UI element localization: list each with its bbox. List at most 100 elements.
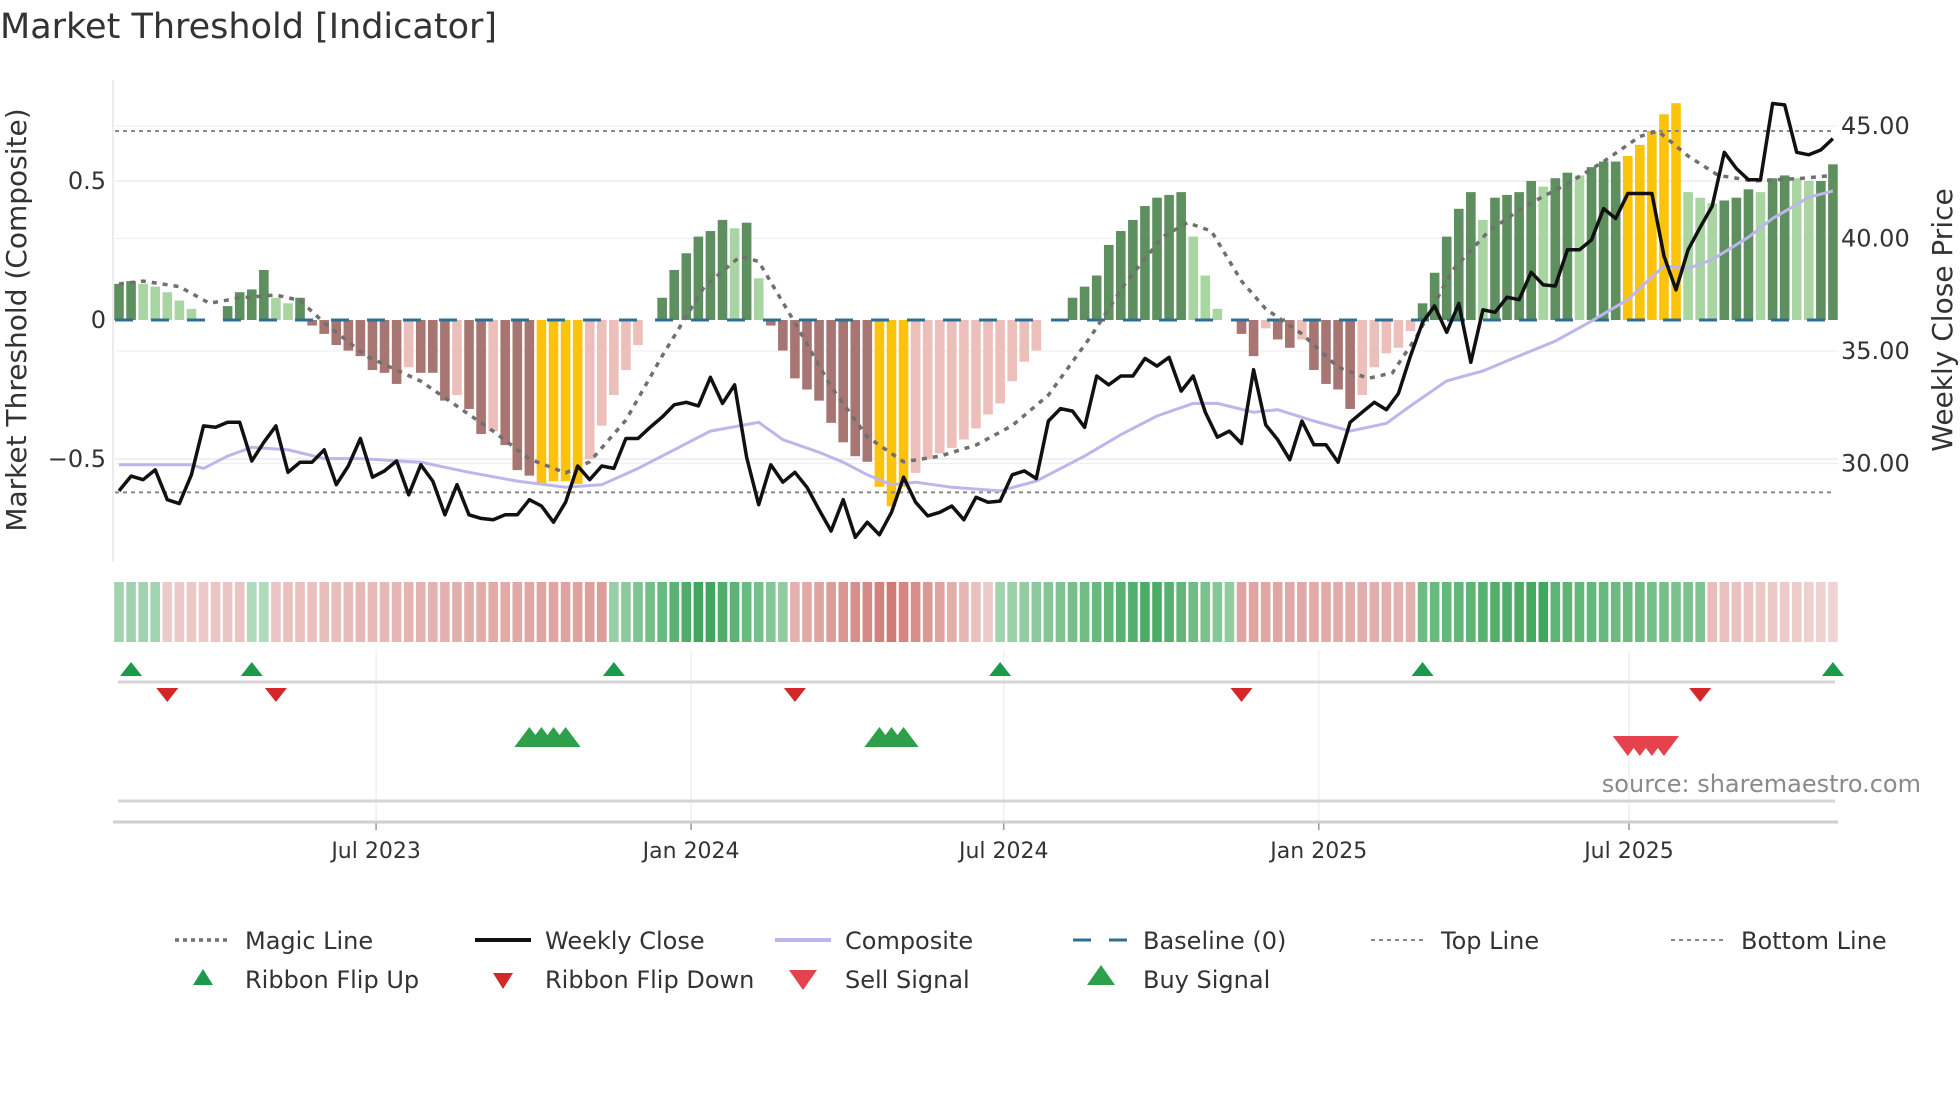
ribbon-cell [862,582,873,642]
ribbon-cell [295,582,305,642]
composite-bar [669,269,680,320]
legend-item-close: Weekly Close [475,927,705,955]
left-axis-label: Market Threshold (Composite) [0,108,33,531]
x-tick-label: Jul 2023 [329,839,421,864]
legend-label: Top Line [1440,927,1539,955]
composite-bar [886,320,897,507]
ribbon-cell [717,582,728,642]
ribbon-cell [464,582,474,642]
ribbon-cell [1067,582,1078,642]
ribbon-flip-down-marker [783,688,806,702]
ribbon-cell [1019,582,1030,642]
composite-bar [307,320,317,326]
composite-bar [1079,286,1090,320]
composite-bar [790,320,800,379]
composite-bar [234,292,245,320]
composite-bar [1707,203,1718,320]
source-text: source: sharemaestro.com [1602,770,1921,798]
ribbon-cell [1152,582,1162,642]
composite-bar [862,320,873,462]
ribbon-flip-up-marker [1821,662,1844,676]
composite-bar [379,320,390,373]
composite-bar [778,320,788,351]
ribbon-flip-up-marker [989,662,1012,676]
right-tick-label: 40.00 [1841,225,1910,253]
composite-bar [1538,186,1549,320]
ribbon-cell [343,582,354,642]
composite-bar [1586,167,1597,320]
x-tick-label: Jul 2025 [1582,839,1674,864]
composite-bar [476,320,486,434]
ribbon-cell [1055,582,1066,642]
ribbon-cell [126,582,136,642]
ribbon-cell [379,582,390,642]
ribbon-cell [1441,582,1452,642]
composite-bar [1309,320,1319,371]
ribbon-cell [1647,582,1657,642]
composite-bar [1164,194,1174,320]
composite-bar [609,320,619,396]
ribbon-cell [1188,582,1199,642]
composite-bar [1478,219,1488,320]
ribbon-cell [826,582,836,642]
composite-bar [765,320,776,326]
ribbon-cell [1272,582,1283,642]
triangle-down-icon [493,973,513,989]
composite-bar [1417,303,1428,320]
composite-bar [1103,244,1114,320]
composite-bar [367,320,378,371]
composite-bar [295,297,305,320]
ribbon-cell [1381,582,1392,642]
ribbon-cell [560,582,571,642]
ribbon-cell [1526,582,1536,642]
ribbon-cell [1345,582,1355,642]
right-axis-label: Weekly Close Price [1926,188,1959,451]
composite-bar [584,320,595,459]
ribbon-cell [1490,582,1500,642]
composite-bar [283,303,293,320]
ribbon-cell [874,582,885,642]
ribbon-cell [1779,582,1790,642]
composite-bar [1526,181,1536,320]
composite-bar [403,320,414,368]
legend-item-bottom: Bottom Line [1671,927,1887,955]
composite-bar [850,320,861,457]
composite-bar [1695,197,1705,320]
ribbon-cell [1828,582,1838,642]
ribbon-cell [657,582,667,642]
composite-bar [1369,320,1380,368]
legend-item-top: Top Line [1371,927,1539,955]
ribbon-cell [584,582,595,642]
composite-bar [1671,103,1681,320]
ribbon-flip-down-marker [264,688,287,702]
triangle-down-icon [789,970,817,990]
composite-bar [995,320,1005,404]
composite-bar [983,320,993,415]
ribbon-cell [367,582,378,642]
ribbon-cell [246,582,257,642]
composite-bar [1152,197,1162,320]
ribbon-flip-up-marker [602,662,625,676]
composite-bar [1755,192,1766,320]
composite-bar [1333,320,1343,390]
composite-bar [1659,114,1669,320]
ribbon-cell [1622,582,1633,642]
composite-bar [319,320,329,334]
ribbon-strip [114,582,1838,642]
ribbon-cell [693,582,704,642]
ribbon-cell [1659,582,1669,642]
left-tick-label: 0.5 [68,167,106,195]
ribbon-cell [1538,582,1549,642]
ribbon-cell [500,582,511,642]
ribbon-cell [1478,582,1488,642]
ribbon-cell [1176,582,1186,642]
composite-bar [162,292,173,320]
ribbon-cell [1116,582,1126,642]
ribbon-cell [1236,582,1247,642]
composite-bar [910,320,921,473]
ribbon-cell [1369,582,1380,642]
ribbon-flip-up-marker [120,662,143,676]
ribbon-cell [452,582,462,642]
ribbon-cell [765,582,776,642]
ribbon-cell [162,582,173,642]
